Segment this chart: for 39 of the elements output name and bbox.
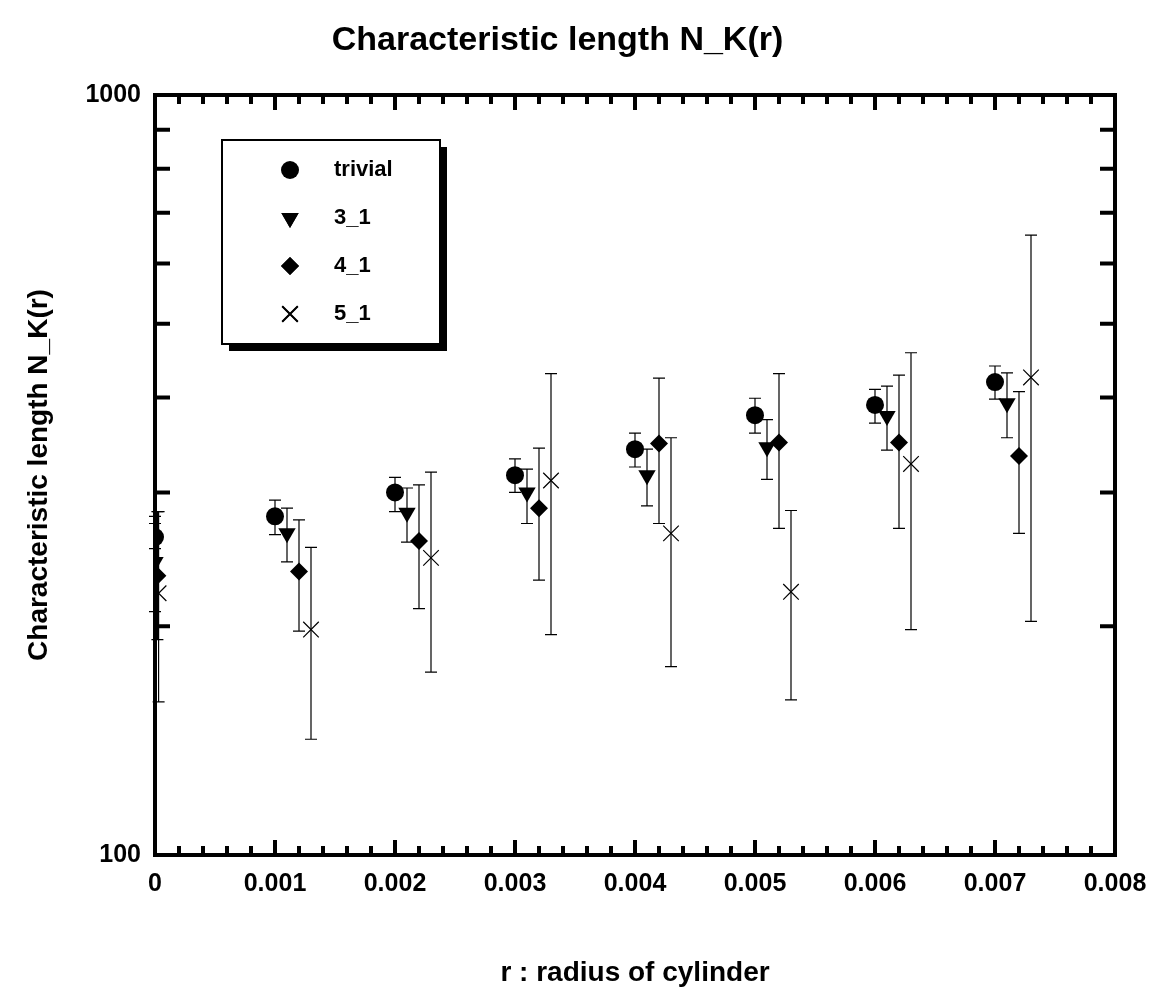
x-tick-label: 0.005 bbox=[723, 867, 787, 896]
point bbox=[302, 621, 320, 638]
legend-label: 5_1 bbox=[334, 300, 371, 326]
point bbox=[530, 499, 548, 518]
point bbox=[266, 507, 284, 526]
point bbox=[746, 406, 764, 425]
point bbox=[782, 583, 800, 601]
x-tick-label: 0.006 bbox=[843, 867, 907, 896]
x-axis-title: r : radius of cylinder bbox=[500, 955, 770, 987]
point bbox=[650, 434, 668, 453]
point bbox=[986, 373, 1004, 392]
legend-label: 4_1 bbox=[334, 252, 371, 278]
x-tick-label: 0.004 bbox=[603, 867, 667, 896]
y-tick-label: 1000 bbox=[85, 78, 141, 107]
point bbox=[542, 472, 560, 489]
x-tick-label: 0.003 bbox=[483, 867, 547, 896]
point bbox=[890, 433, 908, 452]
y-tick-label: 100 bbox=[99, 838, 141, 867]
x-tick-label: 0.008 bbox=[1083, 867, 1147, 896]
point bbox=[386, 483, 404, 502]
point bbox=[290, 562, 308, 581]
point bbox=[662, 524, 680, 542]
legend-label: 3_1 bbox=[334, 204, 371, 230]
point bbox=[422, 549, 440, 567]
point bbox=[1022, 369, 1040, 386]
x-tick-label: 0.007 bbox=[963, 867, 1027, 896]
point bbox=[506, 466, 524, 485]
x-tick-label: 0.001 bbox=[243, 867, 307, 896]
point bbox=[866, 395, 884, 414]
point bbox=[902, 455, 920, 473]
point bbox=[770, 433, 788, 452]
x-tick-label: 0.002 bbox=[363, 867, 427, 896]
x-tick-label: 0 bbox=[148, 867, 162, 896]
point bbox=[1010, 446, 1028, 465]
point bbox=[626, 440, 644, 459]
legend-label: trivial bbox=[334, 156, 393, 182]
point bbox=[410, 531, 428, 550]
y-axis-title: Characteristic length N_K(r) bbox=[21, 289, 53, 661]
chart-title: Characteristic length N_K(r) bbox=[331, 18, 784, 57]
